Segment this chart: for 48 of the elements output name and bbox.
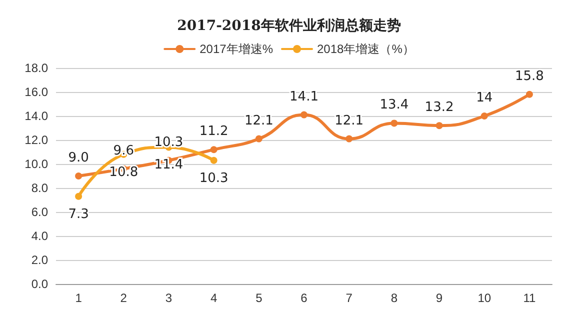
x-tick-label: 5 (256, 291, 263, 305)
y-tick-label: 0.0 (31, 277, 48, 291)
data-label: 10.3 (199, 170, 228, 186)
y-tick-label: 14.0 (24, 109, 48, 123)
x-tick-label: 2 (120, 291, 128, 305)
x-tick-label: 8 (390, 291, 398, 305)
point (436, 122, 443, 130)
data-label: 11.2 (199, 124, 228, 140)
data-label: 7.3 (68, 206, 89, 222)
legend-label: 2017年增速% (200, 42, 274, 56)
x-tick-label: 10 (478, 291, 492, 305)
x-tick-label: 4 (210, 291, 218, 305)
data-label: 9.0 (68, 150, 89, 166)
x-tick-label: 6 (300, 291, 308, 305)
y-tick-label: 18.0 (24, 61, 48, 75)
y-tick-label: 16.0 (24, 85, 48, 99)
x-tick-label: 7 (346, 291, 353, 305)
x-tick-label: 1 (75, 291, 82, 305)
point (255, 135, 262, 142)
x-tick-label: 3 (165, 291, 172, 305)
data-label: 11.4 (154, 158, 184, 173)
y-tick-label: 10.0 (24, 157, 48, 171)
data-label: 10.3 (154, 134, 184, 150)
y-tick-label: 12.0 (24, 133, 48, 147)
legend-label: 2018年增速（%） (317, 42, 414, 56)
data-label: 14 (476, 90, 493, 106)
data-label: 14.1 (290, 89, 318, 104)
point (390, 120, 398, 127)
point (210, 146, 218, 154)
point (526, 90, 533, 98)
data-label: 13.2 (424, 100, 454, 116)
data-label: 12.1 (244, 113, 274, 128)
data-label: 15.8 (514, 68, 544, 84)
x-tick-label: 11 (523, 291, 536, 305)
y-tick-label: 8.0 (31, 181, 48, 195)
data-label: 12.1 (334, 113, 364, 128)
y-tick-label: 6.0 (31, 205, 48, 219)
chart-title: 2017-2018年软件业利润总额走势 (177, 17, 401, 34)
point (480, 112, 488, 120)
x-tick-label: 9 (436, 291, 443, 305)
point (346, 135, 353, 142)
point (300, 111, 308, 118)
point (75, 172, 82, 180)
point (210, 156, 218, 164)
point (75, 192, 82, 200)
y-tick-label: 2.0 (31, 253, 48, 267)
data-label: 13.4 (380, 98, 409, 113)
y-tick-label: 4.0 (31, 229, 48, 243)
